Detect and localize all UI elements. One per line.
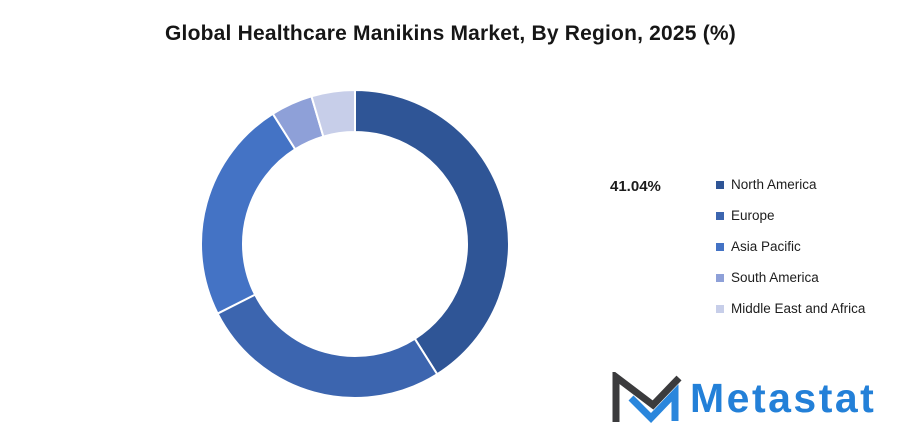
legend-item-north-america: North America (716, 176, 865, 193)
legend-item-asia-pacific: Asia Pacific (716, 238, 865, 255)
metastat-logo-text: Metastat (690, 374, 877, 421)
legend-item-middle-east-and-africa: Middle East and Africa (716, 300, 865, 317)
legend-marker-icon (716, 242, 724, 251)
donut-segment-north-america (354, 88, 510, 376)
legend-label: Asia Pacific (731, 239, 801, 254)
chart-legend: North America Europe Asia Pacific South Ame… (716, 176, 865, 331)
legend-label: South America (731, 270, 819, 285)
legend-marker-icon (716, 304, 724, 313)
donut-segment-asia-pacific (200, 112, 297, 315)
legend-item-south-america: South America (716, 269, 865, 286)
legend-label: Middle East and Africa (731, 301, 866, 316)
legend-marker-icon (716, 273, 724, 282)
donut-segment-europe (216, 293, 439, 399)
legend-marker-icon (716, 180, 724, 189)
metastat-logo: Metastat (610, 372, 876, 424)
donut-chart (200, 88, 510, 399)
legend-label: Europe (731, 208, 775, 223)
north-america-data-label: 41.04% (610, 178, 661, 195)
donut-segment-middle-east-and-africa (310, 88, 356, 138)
legend-label: North America (731, 177, 817, 192)
legend-item-europe: Europe (716, 207, 865, 224)
legend-marker-icon (716, 211, 724, 220)
metastat-logo-mark-icon (612, 372, 682, 424)
chart-title: Global Healthcare Manikins Market, By Re… (165, 22, 736, 45)
